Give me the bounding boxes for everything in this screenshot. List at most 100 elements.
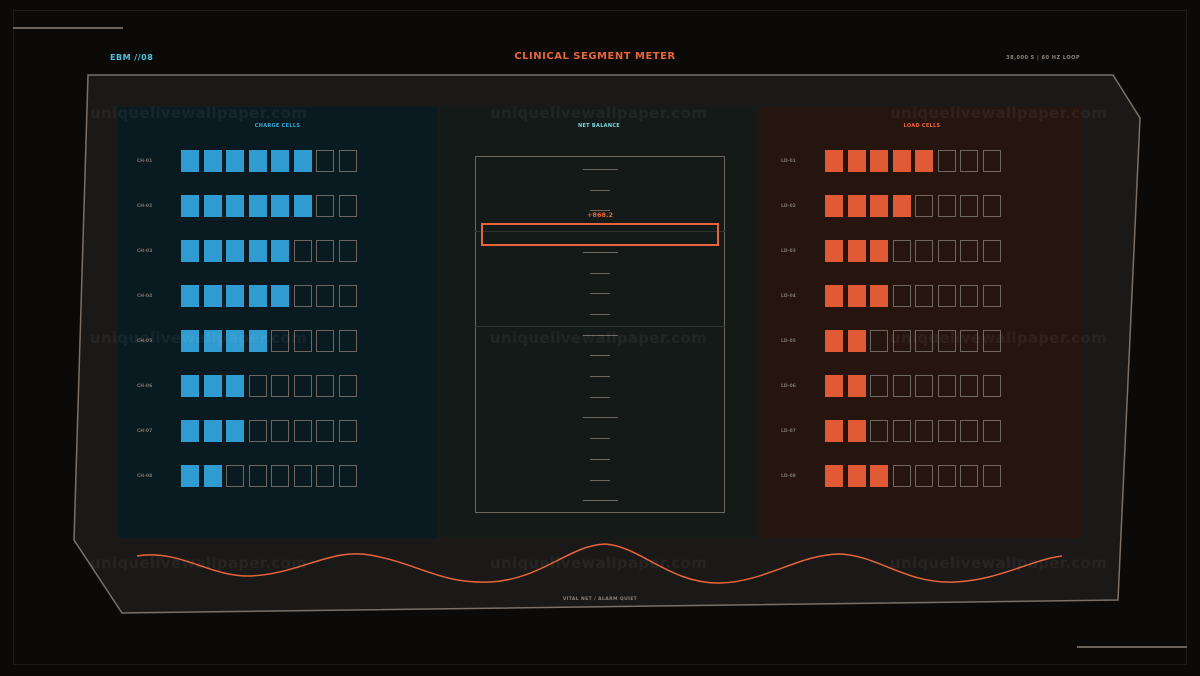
load-cell-empty <box>892 420 911 442</box>
load-cell-filled <box>847 375 866 397</box>
charge-cell-filled <box>248 240 267 262</box>
meter-tick <box>590 210 610 212</box>
charge-cell-filled <box>248 330 267 352</box>
meter-tick <box>590 272 610 274</box>
charge-cell-empty <box>338 330 357 352</box>
load-cell-filled <box>870 465 888 487</box>
load-cell-empty <box>915 285 933 307</box>
load-cell-empty <box>960 285 978 307</box>
load-cell-filled <box>825 195 843 217</box>
waveform-line <box>136 543 1063 584</box>
load-cell-filled <box>825 465 843 487</box>
load-cell-filled <box>847 285 866 307</box>
load-cell-filled <box>847 150 866 172</box>
charge-cell-empty <box>293 465 312 487</box>
load-cell-empty <box>915 420 933 442</box>
load-cell-empty <box>870 375 888 397</box>
load-cell-empty <box>937 285 956 307</box>
load-cell-filled <box>825 285 843 307</box>
load-cell-filled <box>825 240 843 262</box>
load-cell-filled <box>847 330 866 352</box>
charge-cell-empty <box>248 420 267 442</box>
charge-cell-empty <box>338 420 357 442</box>
charge-row-label: CH-05 <box>137 339 153 344</box>
meter-tick <box>590 313 610 315</box>
meter-tick <box>582 500 618 502</box>
charge-cell-filled <box>293 150 312 172</box>
load-cell-empty <box>960 375 978 397</box>
meter-tick <box>590 479 610 481</box>
charge-cell-empty <box>316 240 334 262</box>
meter-tick <box>590 189 610 191</box>
charge-cell-filled <box>248 150 267 172</box>
charge-cell-empty <box>271 375 289 397</box>
load-cell-filled <box>825 150 843 172</box>
charge-cell-empty <box>248 375 267 397</box>
charge-cell-filled <box>226 420 244 442</box>
load-cell-empty <box>915 240 933 262</box>
meter-tick <box>582 169 618 170</box>
charge-cell-empty <box>338 375 357 397</box>
load-cell-empty <box>892 375 911 397</box>
load-cell-filled <box>892 195 911 217</box>
meter-centerline <box>475 326 725 327</box>
charge-cell-empty <box>271 465 289 487</box>
load-row-label: LD-05 <box>781 339 796 344</box>
load-cell-empty <box>937 330 956 352</box>
outer-frame <box>13 10 1187 665</box>
charge-cell-filled <box>226 285 244 307</box>
net-balance-panel: NET BALANCE <box>440 107 758 538</box>
load-cell-empty <box>982 375 1001 397</box>
charge-cell-empty <box>293 285 312 307</box>
load-cell-filled <box>870 285 888 307</box>
charge-cell-filled <box>203 285 222 307</box>
charge-cell-empty <box>316 420 334 442</box>
load-cell-filled <box>870 240 888 262</box>
charge-row-label: CH-02 <box>137 204 153 209</box>
charge-cell-empty <box>226 465 244 487</box>
charge-cell-filled <box>293 195 312 217</box>
watermark: uniquelivewallpaper.com <box>90 329 308 347</box>
load-cell-empty <box>982 240 1001 262</box>
charge-cell-filled <box>203 375 222 397</box>
watermark: uniquelivewallpaper.com <box>490 329 708 347</box>
charge-cell-empty <box>248 465 267 487</box>
charge-cell-empty <box>338 465 357 487</box>
charge-cell-empty <box>271 420 289 442</box>
load-cell-empty <box>937 420 956 442</box>
load-row-label: LD-06 <box>781 384 796 389</box>
charge-cell-empty <box>338 150 357 172</box>
corner-line-bottom-right <box>1077 646 1187 648</box>
charge-cell-empty <box>316 150 334 172</box>
load-cell-empty <box>960 195 978 217</box>
load-cell-filled <box>847 420 866 442</box>
corner-line-top-left <box>13 27 123 29</box>
charge-row-label: CH-06 <box>137 384 153 389</box>
load-cell-empty <box>937 195 956 217</box>
meter-midline <box>475 231 725 232</box>
load-row-label: LD-03 <box>781 249 796 254</box>
watermark: uniquelivewallpaper.com <box>890 329 1108 347</box>
load-cell-empty <box>960 150 978 172</box>
charge-cell-filled <box>248 195 267 217</box>
charge-cell-filled <box>248 285 267 307</box>
load-cell-empty <box>937 465 956 487</box>
charge-cell-filled <box>181 195 199 217</box>
load-cell-filled <box>847 465 866 487</box>
charge-cell-filled <box>226 330 244 352</box>
meter-tick <box>590 293 610 295</box>
loop-info: 38,000 S | 60 HZ LOOP <box>1006 55 1080 61</box>
charge-cell-filled <box>181 465 199 487</box>
watermark: uniquelivewallpaper.com <box>90 104 308 122</box>
meter-tick <box>590 396 610 398</box>
balance-meter <box>475 156 725 513</box>
load-cell-empty <box>892 465 911 487</box>
meter-tick <box>590 438 610 440</box>
load-cell-empty <box>870 330 888 352</box>
load-row-label: LD-07 <box>781 429 796 434</box>
charge-cell-empty <box>316 285 334 307</box>
load-cell-filled <box>870 195 888 217</box>
load-cells-panel: LOAD CELLS <box>762 107 1082 538</box>
balance-value: +868.2 <box>586 211 613 219</box>
